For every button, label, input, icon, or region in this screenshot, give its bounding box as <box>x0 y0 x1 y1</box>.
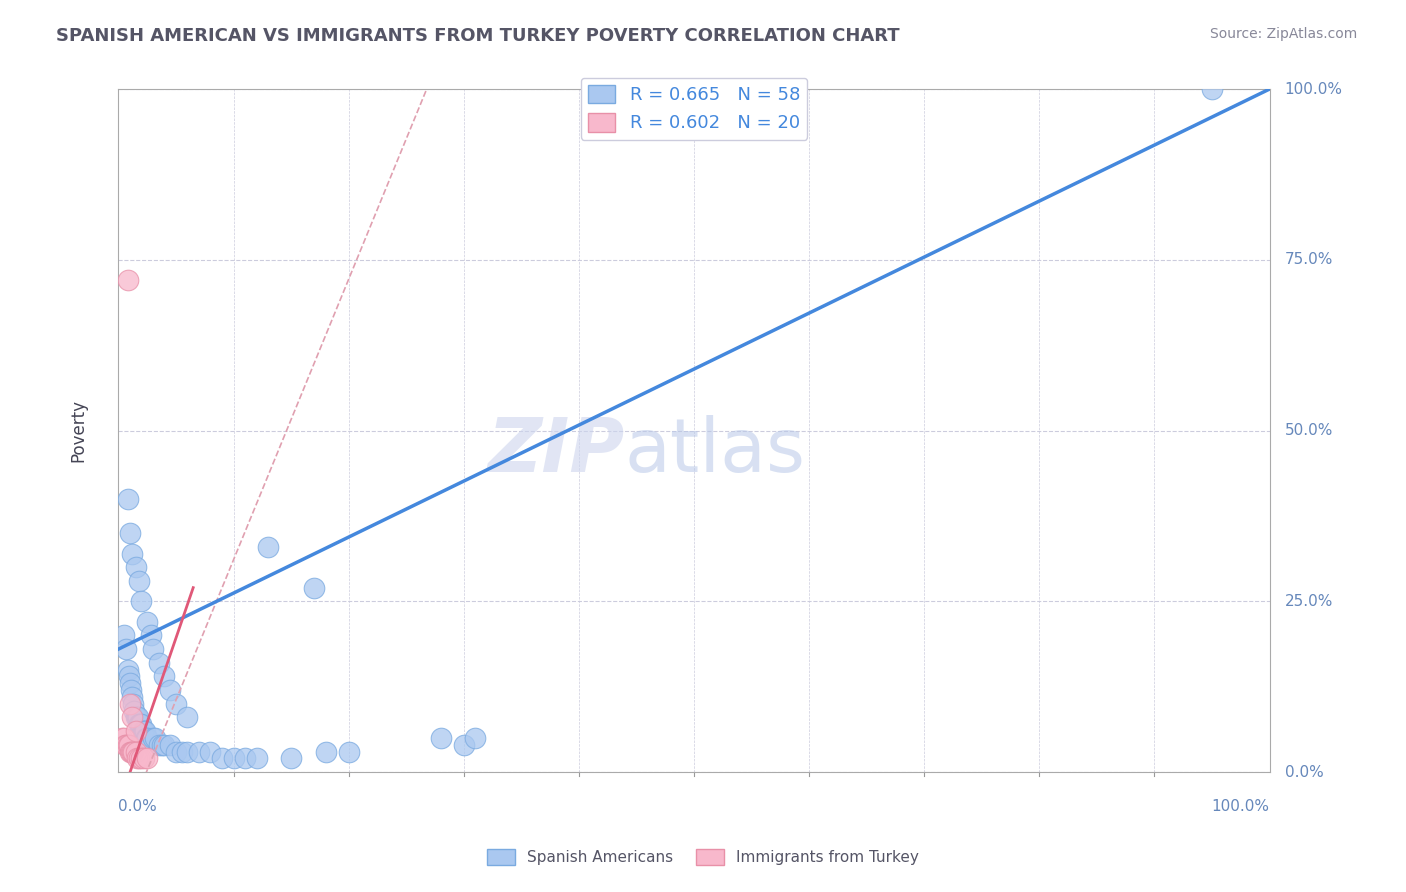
Point <box>112 731 135 745</box>
Text: 0.0%: 0.0% <box>1285 764 1323 780</box>
Point <box>148 656 170 670</box>
Point <box>117 738 139 752</box>
Text: 25.0%: 25.0% <box>1285 594 1333 609</box>
Point <box>245 751 267 765</box>
Point <box>121 710 143 724</box>
Point <box>464 731 486 745</box>
Point <box>120 745 142 759</box>
Point <box>111 731 134 745</box>
Text: SPANISH AMERICAN VS IMMIGRANTS FROM TURKEY POVERTY CORRELATION CHART: SPANISH AMERICAN VS IMMIGRANTS FROM TURK… <box>56 27 900 45</box>
Point <box>148 738 170 752</box>
Text: 0.0%: 0.0% <box>118 799 157 814</box>
Text: ZIP: ZIP <box>488 415 624 488</box>
Point <box>127 710 149 724</box>
Legend: R = 0.665   N = 58, R = 0.602   N = 20: R = 0.665 N = 58, R = 0.602 N = 20 <box>581 78 807 140</box>
Text: 75.0%: 75.0% <box>1285 252 1333 268</box>
Point <box>150 738 173 752</box>
Point <box>128 574 150 588</box>
Point <box>131 751 153 765</box>
Text: 50.0%: 50.0% <box>1285 423 1333 438</box>
Point <box>112 628 135 642</box>
Point <box>128 751 150 765</box>
Point <box>165 697 187 711</box>
Point <box>136 751 159 765</box>
Point <box>118 745 141 759</box>
Point <box>118 738 141 752</box>
Text: atlas: atlas <box>624 415 806 488</box>
Point <box>115 738 138 752</box>
Point <box>117 491 139 506</box>
Point <box>125 751 148 765</box>
Point <box>117 273 139 287</box>
Point <box>176 745 198 759</box>
Point <box>222 751 245 765</box>
Text: 100.0%: 100.0% <box>1285 81 1343 96</box>
Point <box>165 745 187 759</box>
Point <box>170 745 193 759</box>
Point <box>131 724 153 739</box>
Point <box>453 738 475 752</box>
Point <box>143 731 166 745</box>
Point <box>136 731 159 745</box>
Point <box>153 669 176 683</box>
Point <box>142 731 165 745</box>
Point <box>124 724 146 739</box>
Point <box>337 745 360 759</box>
Point <box>121 547 143 561</box>
Text: Source: ZipAtlas.com: Source: ZipAtlas.com <box>1209 27 1357 41</box>
Point <box>124 560 146 574</box>
Point <box>129 717 152 731</box>
Point <box>134 724 156 739</box>
Point <box>121 690 143 704</box>
Point <box>257 540 280 554</box>
Point <box>124 704 146 718</box>
Point <box>118 676 141 690</box>
Point <box>142 642 165 657</box>
Point <box>131 594 153 608</box>
Point <box>176 710 198 724</box>
Point <box>117 663 139 677</box>
Point <box>233 751 256 765</box>
Point <box>118 697 141 711</box>
Point <box>118 669 141 683</box>
Point <box>280 751 302 765</box>
Point <box>115 642 138 657</box>
Point <box>200 745 222 759</box>
Point <box>120 683 142 698</box>
Point <box>136 615 159 629</box>
Point <box>124 710 146 724</box>
Point <box>124 745 146 759</box>
Point <box>188 745 211 759</box>
Point <box>132 724 155 739</box>
Point <box>302 581 325 595</box>
Text: Poverty: Poverty <box>69 399 87 462</box>
Text: 100.0%: 100.0% <box>1212 799 1270 814</box>
Point <box>139 628 162 642</box>
Point <box>429 731 451 745</box>
Point <box>131 717 153 731</box>
Point <box>159 683 181 698</box>
Point <box>135 731 157 745</box>
Point <box>211 751 233 765</box>
Point <box>153 738 176 752</box>
Point <box>118 526 141 541</box>
Point <box>132 751 155 765</box>
Point <box>315 745 337 759</box>
Point <box>159 738 181 752</box>
Point <box>122 697 145 711</box>
Point <box>1201 82 1223 96</box>
Point <box>121 745 143 759</box>
Point <box>128 717 150 731</box>
Legend: Spanish Americans, Immigrants from Turkey: Spanish Americans, Immigrants from Turke… <box>481 843 925 871</box>
Point <box>125 710 148 724</box>
Point <box>114 738 136 752</box>
Point <box>122 745 145 759</box>
